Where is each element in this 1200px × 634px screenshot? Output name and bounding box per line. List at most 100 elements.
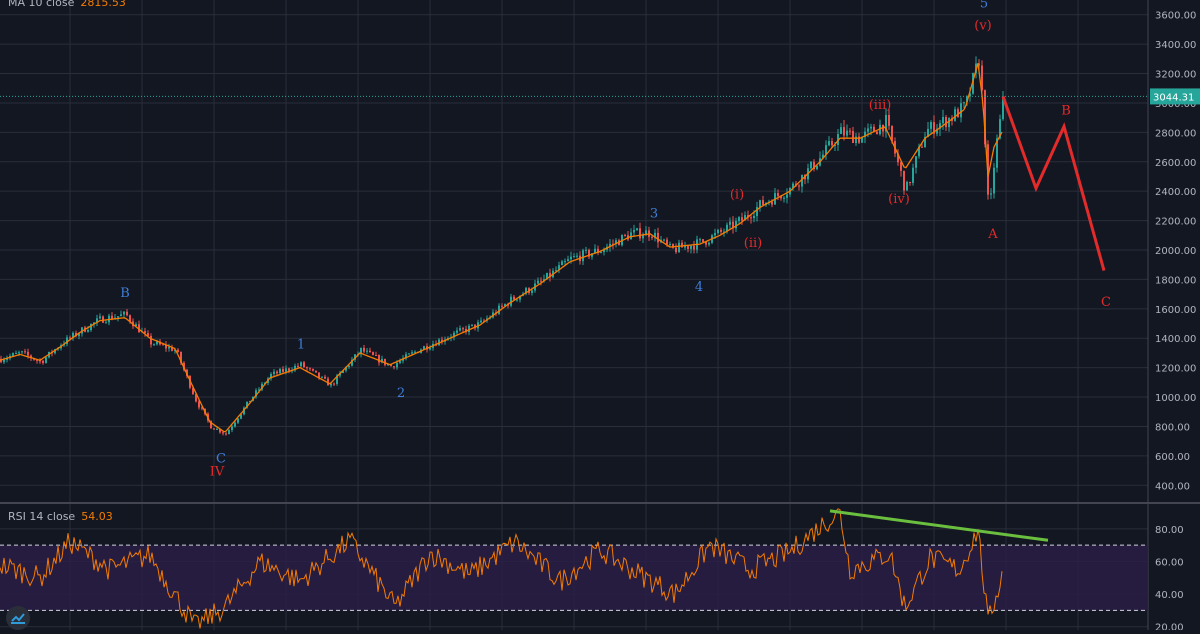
- candle-body: [228, 430, 230, 435]
- candle-body: [363, 347, 365, 352]
- candle-body: [126, 311, 128, 316]
- candle-body: [588, 249, 590, 257]
- candle-body: [816, 165, 818, 170]
- candle-body: [504, 304, 506, 307]
- candle-body: [864, 131, 866, 138]
- wave-label-blue: 2: [397, 386, 405, 401]
- candle-body: [255, 390, 257, 397]
- candle-body: [747, 215, 749, 218]
- candle-body: [897, 153, 899, 163]
- wave-projection-path[interactable]: [1001, 95, 1106, 271]
- current-price-label: 3044.31: [1153, 92, 1194, 103]
- price-tick-label: 2400.00: [1155, 187, 1196, 198]
- candle-body: [756, 207, 758, 216]
- candle-body: [123, 311, 125, 315]
- candle-body: [285, 368, 287, 372]
- candle-body: [867, 128, 869, 132]
- price-tick-label: 2000.00: [1155, 246, 1196, 257]
- candle-body: [876, 131, 878, 135]
- candle-body: [843, 127, 845, 136]
- candle-body: [570, 256, 572, 260]
- candle-body: [825, 145, 827, 155]
- candle-body: [519, 295, 521, 300]
- candle-body: [750, 217, 752, 219]
- candle-body: [759, 200, 761, 208]
- rsi-band: [0, 544, 1148, 611]
- wave-label-blue: 4: [695, 280, 703, 295]
- candle-body: [93, 322, 95, 324]
- candle-body: [933, 122, 935, 134]
- candle-body: [915, 156, 917, 168]
- candle-body: [783, 197, 785, 199]
- candle-body: [663, 239, 665, 241]
- candle-body: [24, 351, 26, 353]
- candle-body: [666, 239, 668, 245]
- candle-body: [822, 154, 824, 159]
- candle-body: [732, 221, 734, 229]
- candle-body: [564, 261, 566, 263]
- candlestick-series: [0, 56, 1004, 436]
- candle-body: [195, 394, 197, 402]
- tradingview-logo-icon[interactable]: [6, 606, 30, 630]
- candle-body: [324, 376, 326, 379]
- candle-body: [222, 432, 224, 434]
- candle-body: [276, 371, 278, 374]
- candle-body: [345, 366, 347, 371]
- candle-body: [888, 114, 890, 126]
- candle-body: [135, 324, 137, 327]
- price-axis[interactable]: 400.00 600.00 800.00 1000.00 1200.00 1400.00 1…: [1155, 11, 1196, 493]
- candle-body: [213, 428, 215, 430]
- candle-body: [120, 314, 122, 317]
- candle-body: [321, 376, 323, 378]
- candle-body: [630, 232, 632, 240]
- candle-body: [501, 305, 503, 307]
- candle-body: [729, 221, 731, 225]
- candle-body: [705, 241, 707, 245]
- wave-label-blue: C: [216, 452, 226, 467]
- rsi-line: [0, 508, 1003, 629]
- price-tick-label: 1400.00: [1155, 334, 1196, 345]
- candle-body: [567, 259, 569, 262]
- candle-body: [249, 400, 251, 402]
- candle-body: [147, 333, 149, 336]
- candle-body: [6, 358, 8, 360]
- candle-body: [387, 364, 389, 366]
- wave-label-blue: 3: [650, 207, 658, 222]
- candle-body: [90, 323, 92, 331]
- candle-body: [144, 331, 146, 334]
- candle-body: [624, 234, 626, 236]
- candle-body: [273, 371, 275, 374]
- candle-body: [165, 344, 167, 349]
- ma-legend[interactable]: MA 10 close 2815.53: [8, 0, 126, 9]
- candle-body: [282, 368, 284, 372]
- rsi-legend[interactable]: RSI 14 close 54.03: [8, 510, 113, 523]
- candle-body: [216, 428, 218, 430]
- candle-body: [912, 167, 914, 183]
- candle-body: [537, 280, 539, 284]
- price-tick-label: 3200.00: [1155, 70, 1196, 81]
- rsi-tick-label: 80.00: [1155, 525, 1184, 536]
- candle-body: [813, 161, 815, 170]
- candle-body: [828, 141, 830, 146]
- candle-body: [741, 217, 743, 221]
- candle-body: [576, 255, 578, 257]
- candle-body: [762, 200, 764, 206]
- candle-body: [366, 350, 368, 352]
- candle-body: [684, 246, 686, 248]
- candle-body: [645, 230, 647, 236]
- candle-body: [936, 128, 938, 134]
- candle-body: [594, 248, 596, 254]
- candle-body: [102, 316, 104, 323]
- candle-body: [318, 372, 320, 378]
- candle-body: [723, 231, 725, 233]
- candle-body: [258, 389, 260, 391]
- rsi-tick-label: 20.00: [1155, 623, 1184, 630]
- candle-body: [516, 299, 518, 301]
- price-tick-label: 1000.00: [1155, 393, 1196, 404]
- rsi-divergence-trendline[interactable]: [829, 509, 1049, 542]
- candle-body: [981, 65, 983, 91]
- ma-legend-label: MA 10 close: [8, 0, 75, 9]
- rsi-axis[interactable]: 20.00 40.00 60.00 80.00: [1155, 525, 1184, 630]
